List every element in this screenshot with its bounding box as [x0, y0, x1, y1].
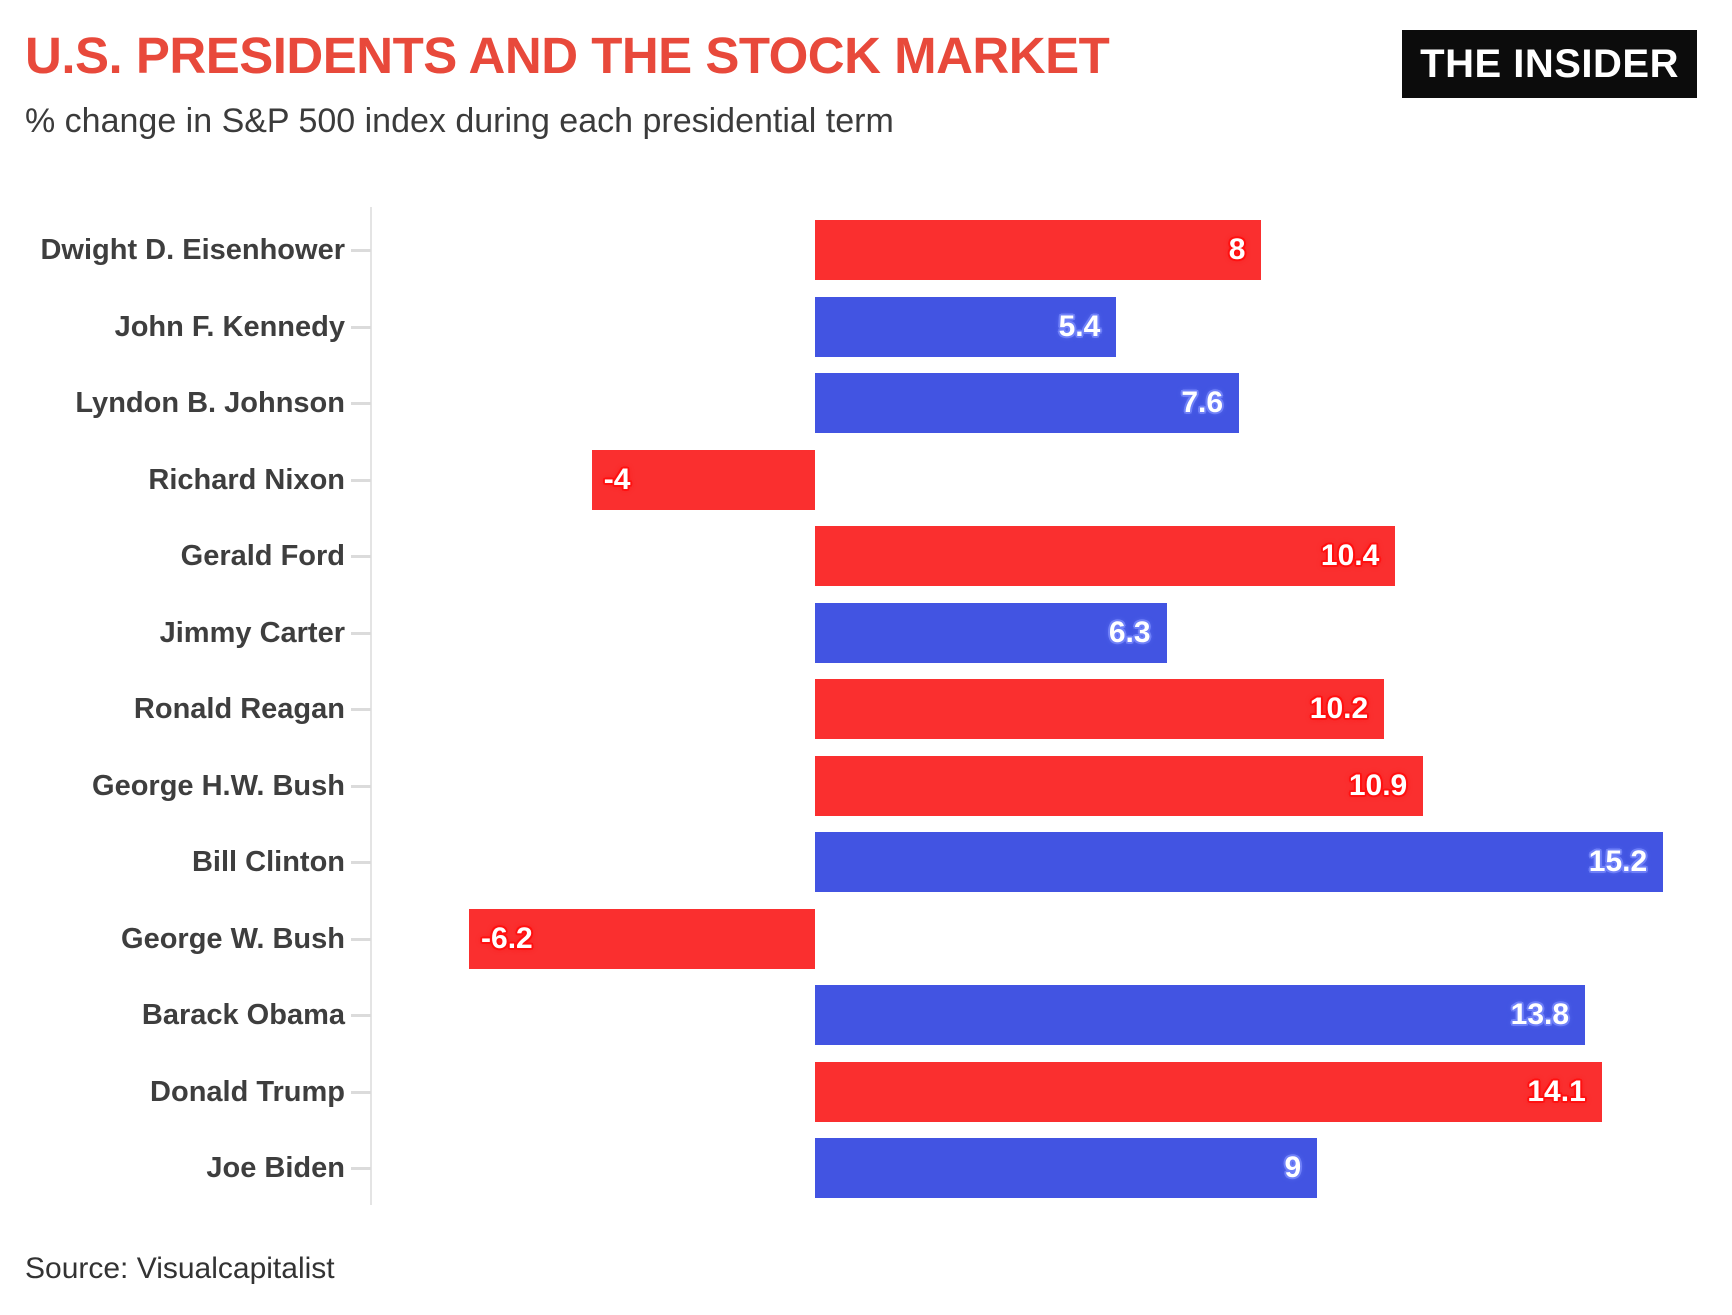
axis-tick [351, 861, 371, 864]
y-axis-line [370, 207, 372, 1205]
bar-value-label: 14.1 [1527, 1074, 1586, 1108]
bar-value-label: 13.8 [1510, 998, 1570, 1031]
bar-richard-nixon: -4 [591, 449, 815, 510]
axis-tick [351, 325, 371, 329]
category-label-george-w-bush: George W. Bush [121, 922, 345, 955]
axis-tick [351, 1014, 371, 1017]
bar-jimmy-carter: 6.3 [815, 602, 1167, 663]
category-label-joe-biden: Joe Biden [206, 1152, 345, 1184]
source-note: Source: Visualcapitalist [25, 1252, 335, 1285]
axis-tick [351, 1167, 371, 1170]
chart-subtitle: % change in S&P 500 index during each pr… [25, 102, 894, 140]
axis-tick [351, 631, 371, 635]
axis-tick [351, 555, 371, 558]
category-label-barack-obama: Barack Obama [141, 999, 345, 1031]
page-title: U.S. PRESIDENTS AND THE STOCK MARKET [25, 27, 1110, 84]
category-label-lyndon-b-johnson: Lyndon B. Johnson [75, 387, 345, 419]
category-label-gerald-ford: Gerald Ford [180, 540, 345, 572]
bar-george-h-w-bush: 10.9 [815, 755, 1424, 816]
axis-tick [351, 402, 371, 405]
bar-donald-trump: 14.1 [815, 1061, 1602, 1122]
axis-tick [351, 249, 371, 252]
bar-value-label: 6.3 [1108, 615, 1151, 649]
category-label-dwight-d-eisenhower: Dwight D. Eisenhower [40, 234, 345, 266]
bar-value-label: 10.4 [1320, 539, 1380, 572]
bar-value-label: 8 [1228, 233, 1246, 266]
bar-value-label: -4 [603, 462, 631, 496]
bar-ronald-reagan: 10.2 [815, 679, 1385, 739]
axis-tick [351, 478, 371, 482]
bar-value-label: 10.9 [1348, 768, 1408, 802]
bar-joe-biden: 9 [815, 1138, 1318, 1198]
bar-value-label: 7.6 [1181, 386, 1224, 419]
bar-value-label: 10.2 [1309, 692, 1369, 725]
category-label-jimmy-carter: Jimmy Carter [159, 616, 345, 649]
bar-value-label: -6.2 [481, 921, 533, 955]
bar-george-w-bush: -6.2 [469, 908, 815, 969]
bar-dwight-d-eisenhower: 8 [815, 220, 1262, 280]
bar-john-f-kennedy: 5.4 [815, 296, 1117, 357]
bar-barack-obama: 13.8 [815, 985, 1586, 1045]
axis-tick [351, 937, 371, 941]
category-label-bill-clinton: Bill Clinton [191, 846, 345, 878]
category-label-richard-nixon: Richard Nixon [148, 463, 345, 496]
bar-gerald-ford: 10.4 [815, 526, 1396, 586]
bar-bill-clinton: 15.2 [815, 832, 1664, 892]
bar-value-label: 15.2 [1588, 845, 1648, 878]
category-label-ronald-reagan: Ronald Reagan [133, 693, 345, 725]
axis-tick [351, 1090, 371, 1094]
brand-logo: THE INSIDER [1402, 30, 1697, 98]
axis-tick [351, 708, 371, 711]
bar-value-label: 5.4 [1058, 309, 1101, 343]
category-label-donald-trump: Donald Trump [150, 1075, 345, 1108]
category-label-john-f-kennedy: John F. Kennedy [114, 310, 345, 343]
bar-lyndon-b-johnson: 7.6 [815, 373, 1240, 433]
category-label-george-h-w-bush: George H.W. Bush [92, 769, 345, 802]
axis-tick [351, 784, 371, 788]
bar-value-label: 9 [1284, 1151, 1302, 1184]
